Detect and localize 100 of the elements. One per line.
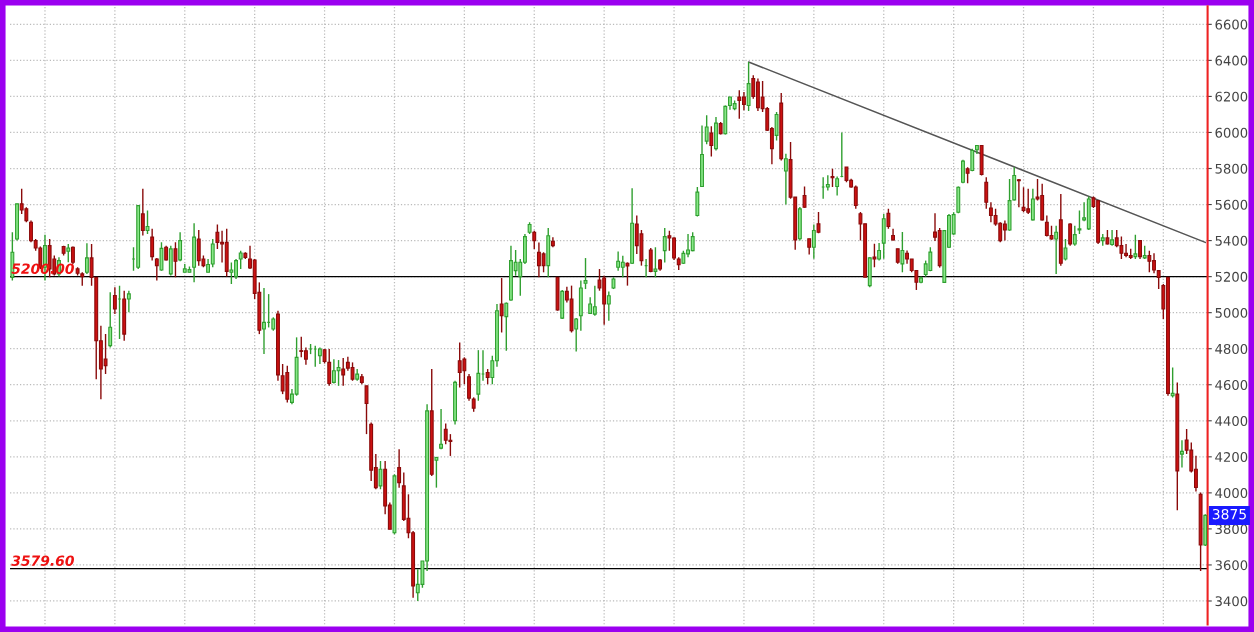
- candlestick: [616, 250, 621, 272]
- candlestick: [448, 433, 453, 457]
- candlestick: [830, 167, 835, 188]
- candlestick: [159, 241, 164, 272]
- candlestick: [140, 188, 145, 237]
- y-tick-label: 5600: [1215, 199, 1248, 210]
- candlestick: [364, 385, 369, 435]
- candlestick: [886, 208, 891, 230]
- candlestick: [606, 290, 611, 322]
- y-tick-label: 6400: [1215, 55, 1248, 66]
- candlestick: [574, 317, 579, 353]
- candlestick: [704, 114, 709, 146]
- candlestick: [811, 223, 816, 260]
- candlestick: [196, 229, 201, 267]
- y-tick-label: 6200: [1215, 91, 1248, 102]
- candlestick: [653, 246, 658, 279]
- candlestick: [238, 249, 243, 270]
- candlestick: [108, 291, 113, 349]
- candlestick: [541, 251, 546, 273]
- y-tick-label: 4800: [1215, 343, 1248, 354]
- candlestick: [462, 356, 467, 385]
- candlestick: [467, 373, 471, 402]
- y-tick-label: 3600: [1215, 560, 1248, 571]
- candlestick: [262, 287, 266, 355]
- annotation: 3875: [1212, 508, 1246, 520]
- candlestick: [341, 357, 346, 387]
- candlestick: [620, 255, 625, 279]
- candlestick: [984, 176, 989, 210]
- candlestick: [1110, 229, 1115, 247]
- candlestick: [126, 289, 131, 313]
- candlestick: [476, 349, 481, 402]
- candlestick: [1054, 224, 1059, 275]
- candlestick: [1030, 188, 1035, 222]
- candlestick: [825, 174, 830, 192]
- y-tick-label: 5800: [1215, 163, 1248, 174]
- candlestick: [173, 241, 178, 279]
- candlestick: [66, 243, 71, 263]
- candlestick: [434, 456, 439, 489]
- candlestick: [499, 277, 504, 334]
- candlestick: [746, 61, 751, 112]
- candlestick: [112, 286, 117, 315]
- candlestick: [1147, 249, 1152, 273]
- candlestick: [103, 333, 108, 375]
- y-tick-label: 6600: [1215, 19, 1248, 30]
- candlestick: [299, 336, 304, 359]
- candlestick: [229, 261, 234, 285]
- y-tick-label: 3400: [1215, 596, 1248, 607]
- candlestick: [1119, 235, 1124, 260]
- y-tick-label: 5000: [1215, 307, 1248, 318]
- candlestick: [1138, 239, 1142, 260]
- candlestick: [783, 153, 788, 206]
- candlestick: [592, 284, 597, 317]
- candlestick: [774, 111, 779, 142]
- candlestick: [1133, 233, 1138, 260]
- candlestick: [336, 359, 341, 387]
- candlestick: [84, 242, 89, 275]
- candlestick: [378, 460, 383, 490]
- candlestick: [443, 422, 448, 445]
- ref-line-label: 3579.60: [11, 555, 74, 566]
- candlestick: [439, 408, 444, 450]
- candlestick: [532, 229, 537, 250]
- candlestick: [648, 247, 653, 273]
- candlestick: [853, 184, 858, 210]
- candlestick: [313, 345, 318, 368]
- candlestick: [350, 361, 355, 382]
- candlestick: [215, 223, 220, 250]
- y-tick-label: 4200: [1215, 452, 1248, 463]
- candlestick: [1016, 178, 1021, 208]
- candlestick: [327, 348, 332, 387]
- candlestick: [1072, 224, 1077, 247]
- candlestick: [1002, 219, 1007, 242]
- candlestick: [835, 175, 840, 197]
- candlestick: [1077, 209, 1082, 235]
- candlestick: [709, 125, 714, 158]
- y-tick-label: 4400: [1215, 416, 1248, 426]
- candlestick: [625, 261, 630, 287]
- candlestick: [504, 301, 509, 352]
- candlestick: [741, 91, 746, 111]
- candlestick: [662, 227, 667, 264]
- candlestick: [1021, 186, 1026, 213]
- candlestick: [900, 231, 905, 273]
- candlestick: [117, 284, 122, 340]
- candlestick: [145, 209, 150, 235]
- y-tick-label: 5200: [1215, 271, 1248, 282]
- candlestick: [1063, 238, 1068, 262]
- candlestick: [737, 89, 742, 120]
- y-tick-label: 4600: [1215, 379, 1248, 390]
- candlestick: [695, 186, 700, 218]
- candlestick: [821, 176, 826, 200]
- candlestick: [1180, 439, 1184, 469]
- candlestick: [1068, 222, 1073, 247]
- candlestick: [872, 243, 877, 268]
- candlestick: [802, 185, 807, 209]
- y-tick-label: 6000: [1215, 127, 1248, 138]
- candlestick: [457, 341, 462, 389]
- candlestick: [397, 448, 402, 489]
- candlestick: [1170, 366, 1175, 399]
- y-tick-label: 4000: [1215, 488, 1248, 499]
- candlestick: [150, 228, 155, 262]
- y-tick-label: 5400: [1215, 235, 1248, 246]
